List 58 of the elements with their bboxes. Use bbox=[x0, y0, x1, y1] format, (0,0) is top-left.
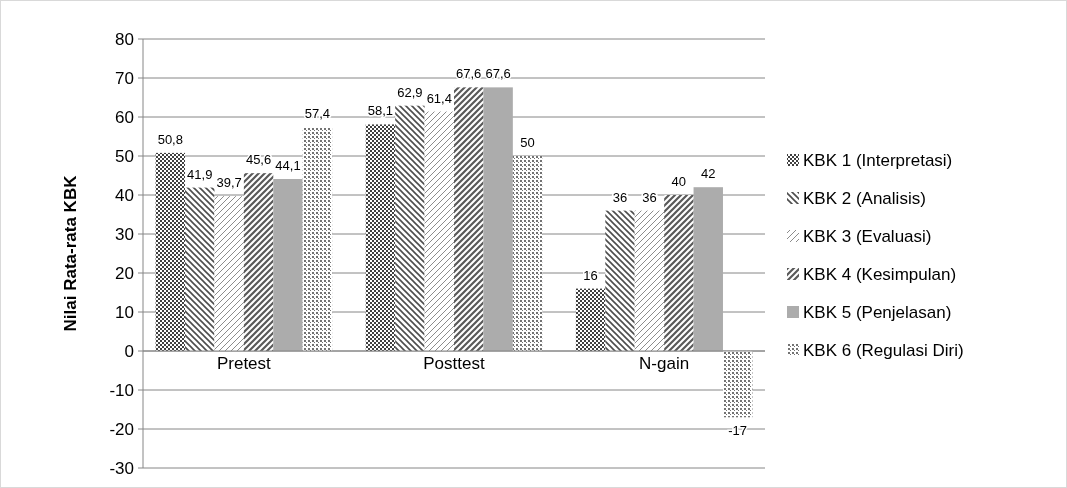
bar bbox=[424, 111, 454, 351]
legend-label: KBK 1 (Interpretasi) bbox=[803, 150, 953, 170]
bar bbox=[693, 187, 723, 351]
bar bbox=[634, 210, 665, 351]
data-label: 50,8 bbox=[157, 131, 183, 147]
bar bbox=[605, 210, 635, 351]
bar bbox=[454, 87, 484, 351]
data-label: 16 bbox=[583, 267, 598, 283]
y-tick-label: 30 bbox=[115, 224, 134, 244]
bar bbox=[722, 351, 753, 418]
bar bbox=[302, 127, 333, 351]
bar bbox=[214, 196, 244, 351]
bar bbox=[155, 152, 186, 351]
data-label: 67,6 bbox=[485, 66, 511, 82]
bar bbox=[512, 156, 543, 351]
bar bbox=[273, 179, 303, 351]
legend-label: KBK 3 (Evaluasi) bbox=[803, 226, 932, 246]
bar bbox=[365, 124, 396, 351]
y-tick-label: 0 bbox=[124, 341, 134, 361]
x-tick-label: N-gain bbox=[639, 354, 690, 373]
data-label: 42 bbox=[701, 166, 716, 182]
legend-label: KBK 4 (Kesimpulan) bbox=[803, 264, 957, 284]
bar bbox=[243, 173, 274, 351]
legend-label: KBK 5 (Penjelasan) bbox=[803, 302, 952, 322]
y-tick-label: -20 bbox=[109, 419, 134, 439]
bar bbox=[575, 288, 606, 351]
bar bbox=[664, 195, 694, 351]
y-tick-label: 70 bbox=[115, 68, 134, 88]
data-label: 57,4 bbox=[304, 106, 331, 122]
data-label: 62,9 bbox=[397, 84, 423, 100]
data-label: 44,1 bbox=[275, 158, 301, 174]
y-tick-label: -10 bbox=[109, 380, 134, 400]
data-label: 50 bbox=[520, 135, 535, 150]
data-label: 58,1 bbox=[367, 103, 394, 119]
bar bbox=[483, 87, 513, 351]
y-tick-label: 10 bbox=[115, 302, 134, 322]
data-label: 36 bbox=[642, 189, 657, 205]
x-tick-label: Posttest bbox=[423, 354, 485, 373]
data-label: 40 bbox=[671, 174, 687, 189]
y-tick-label: 40 bbox=[115, 185, 134, 205]
data-label: 45,6 bbox=[245, 152, 272, 168]
data-label: 36 bbox=[612, 189, 628, 205]
data-label: 67,6 bbox=[456, 66, 482, 82]
data-label: -17 bbox=[728, 423, 748, 439]
bar bbox=[185, 187, 215, 351]
y-tick-label: -30 bbox=[109, 458, 134, 478]
y-tick-label: 20 bbox=[115, 263, 134, 283]
legend-label: KBK 6 (Regulasi Diri) bbox=[803, 340, 964, 360]
data-label: 41,9 bbox=[187, 166, 213, 182]
y-tick-label: 50 bbox=[115, 146, 134, 166]
data-label: 39,7 bbox=[216, 175, 242, 191]
y-axis-title: Nilai Rata-rata KBK bbox=[61, 174, 80, 332]
legend-label: KBK 2 (Analisis) bbox=[803, 188, 926, 208]
y-tick-label: 60 bbox=[115, 107, 134, 127]
y-tick-label: 80 bbox=[115, 29, 134, 49]
data-label: 61,4 bbox=[426, 90, 452, 106]
bar bbox=[395, 105, 425, 351]
x-tick-label: Pretest bbox=[216, 354, 272, 373]
